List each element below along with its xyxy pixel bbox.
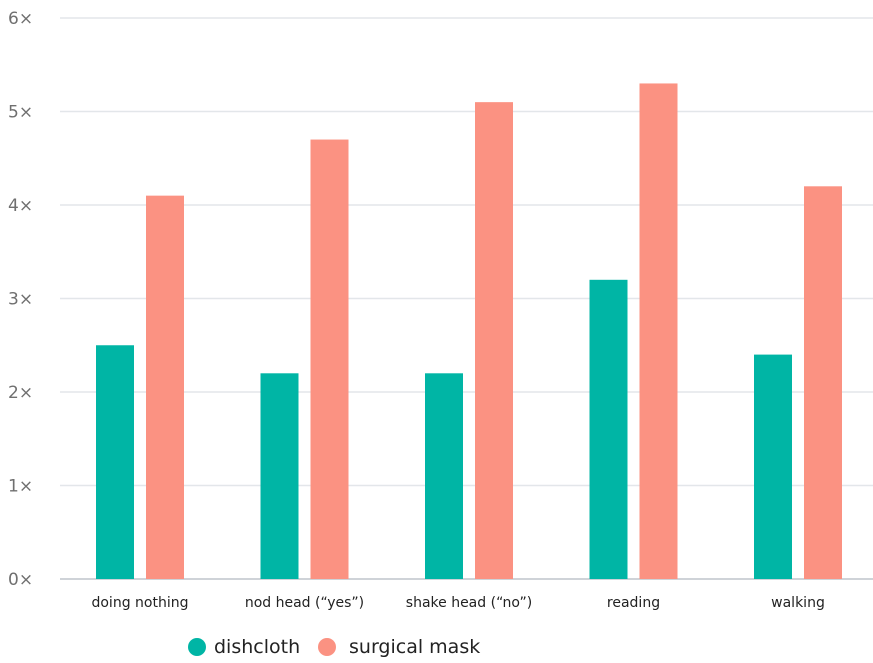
legend-swatch-surgical-mask <box>318 638 336 656</box>
bar-dishcloth-0 <box>96 345 134 579</box>
x-category-label: doing nothing <box>91 595 188 611</box>
bar-dishcloth-3 <box>589 279 628 579</box>
bar-surgical-mask-1 <box>310 139 349 580</box>
bar-surgical-mask-0 <box>146 195 184 579</box>
x-axis-category-labels: doing nothing nod head (“yes”) shake head … <box>91 595 824 611</box>
y-tick-label: 4× <box>8 196 33 216</box>
bar-dishcloth-1 <box>260 373 299 579</box>
legend-swatch-dishcloth <box>188 638 206 656</box>
y-axis-tick-labels: 0× 1× 2× 3× 4× 5× 6× <box>8 9 33 590</box>
bar-surgical-mask-4 <box>804 186 842 580</box>
legend-label-dishcloth: dishcloth <box>214 636 300 658</box>
y-tick-label: 6× <box>8 9 33 29</box>
gridlines <box>60 17 873 580</box>
y-tick-label: 3× <box>8 290 33 310</box>
legend: dishcloth surgical mask <box>188 636 480 658</box>
x-category-label: shake head (“no”) <box>406 595 532 611</box>
bar-dishcloth-2 <box>425 373 463 579</box>
y-tick-label: 5× <box>8 103 33 123</box>
x-category-label: reading <box>607 595 660 611</box>
y-tick-label: 2× <box>8 383 33 403</box>
bar-surgical-mask-2 <box>475 102 513 580</box>
y-tick-label: 1× <box>8 477 33 497</box>
x-category-label: walking <box>771 595 825 611</box>
bars <box>96 83 842 580</box>
legend-label-surgical-mask: surgical mask <box>349 636 480 658</box>
x-category-label: nod head (“yes”) <box>245 595 364 611</box>
bar-dishcloth-4 <box>754 354 792 579</box>
y-tick-label: 0× <box>8 570 33 590</box>
bar-surgical-mask-3 <box>639 83 678 579</box>
